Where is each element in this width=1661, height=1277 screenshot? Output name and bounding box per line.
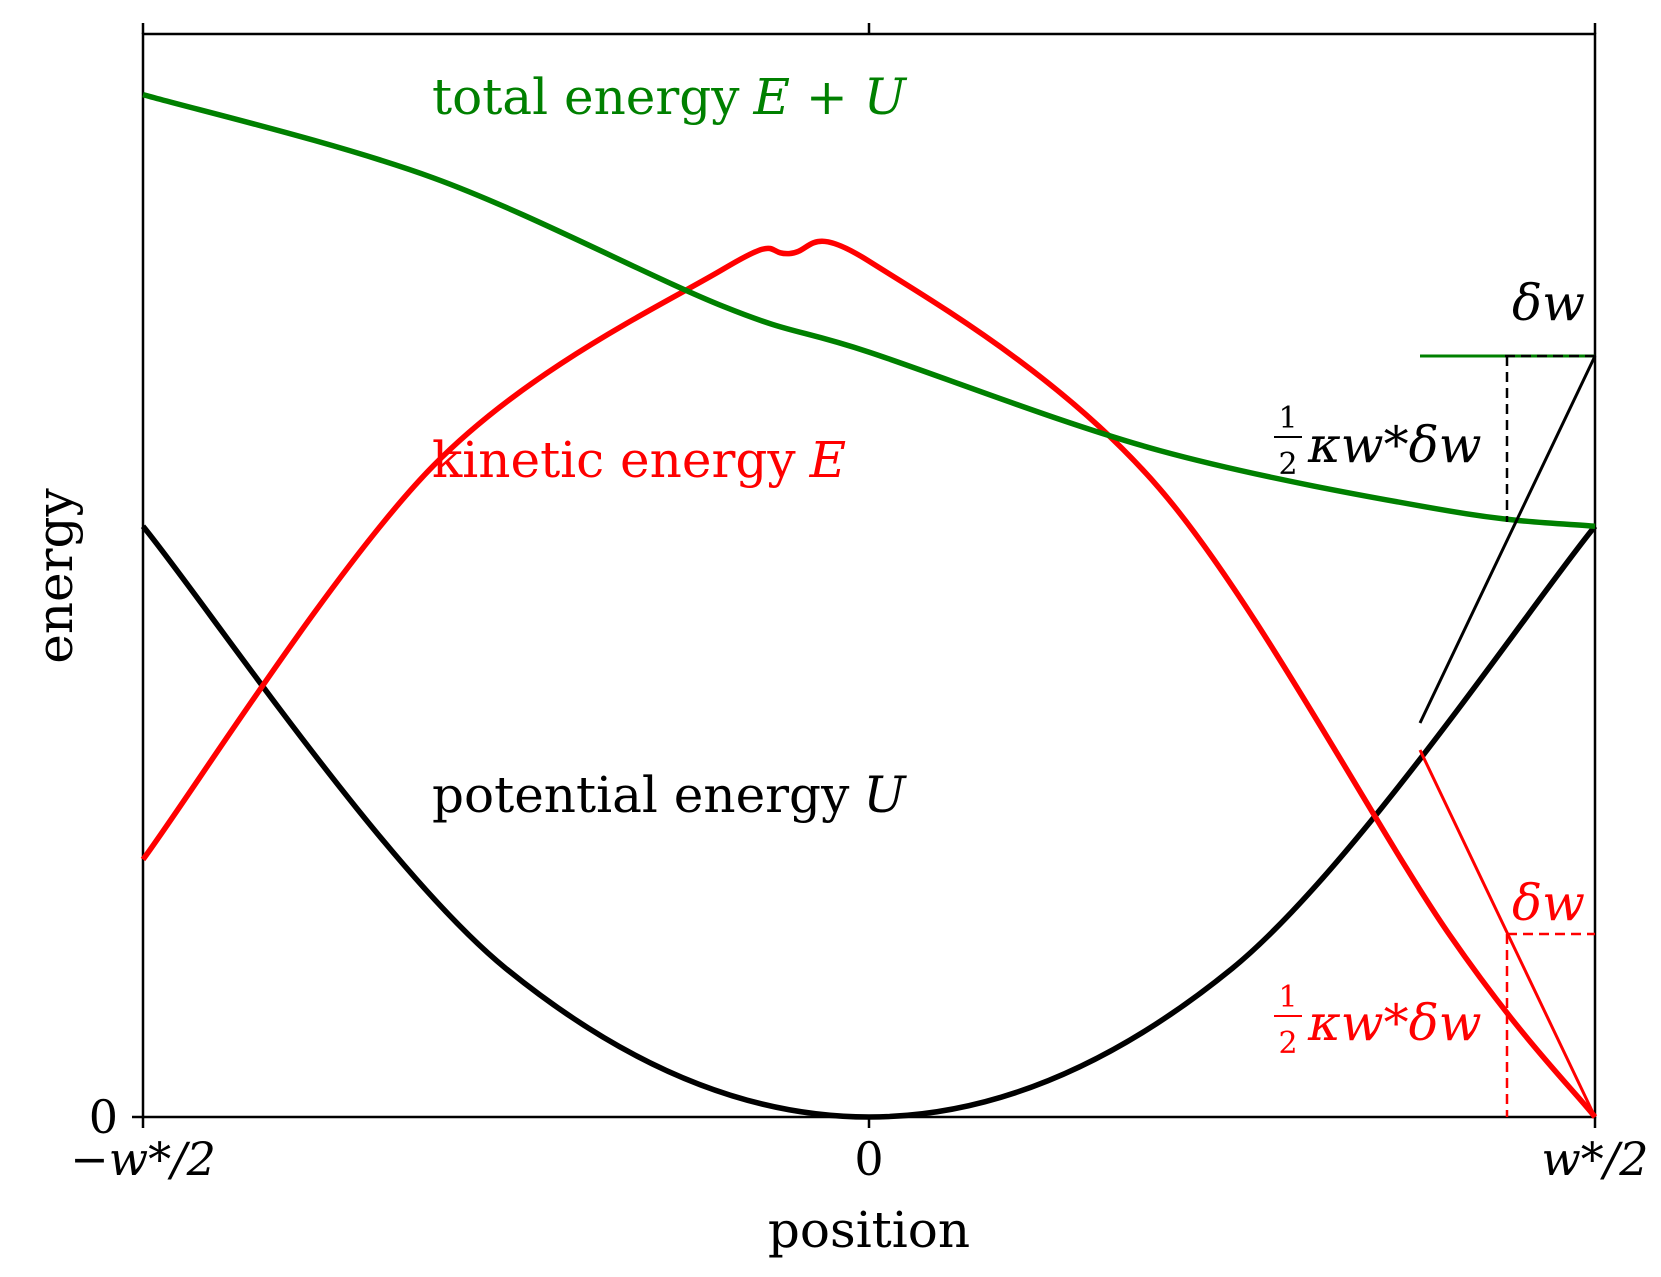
potential-tangent-line: [1418, 355, 1597, 724]
kinetic-energy-label: kinetic energy E: [432, 431, 846, 489]
x-axis-label: position: [768, 1201, 970, 1259]
half-kappa-annotation-total: 1 2 κw*δw: [1274, 401, 1482, 482]
svg-text:2: 2: [1278, 1026, 1297, 1061]
half-kappa-annotation-kinetic: 1 2 κw*δw: [1274, 980, 1482, 1061]
plot-frame: [141, 32, 1597, 1119]
tick-marks: [132, 23, 1597, 1128]
svg-text:1: 1: [1278, 980, 1297, 1015]
potential-energy-label: potential energy U: [432, 766, 907, 824]
y-axis-label: energy: [26, 487, 84, 663]
delta-w-label-kinetic: δw: [1512, 874, 1585, 932]
total-energy-curve: [142, 91, 1596, 530]
delta-w-label-total: δw: [1512, 274, 1585, 332]
svg-text:κw*δw: κw*δw: [1307, 994, 1482, 1052]
y-tick-zero: 0: [89, 1090, 118, 1144]
kinetic-energy-curve: [140, 238, 1598, 1119]
svg-text:2: 2: [1278, 447, 1297, 482]
x-tick-center: 0: [854, 1132, 883, 1186]
potential-energy-curve: [140, 524, 1598, 1120]
x-tick-left: −w*/2: [70, 1132, 216, 1186]
svg-text:1: 1: [1278, 401, 1297, 436]
total-energy-label: total energy E + U: [432, 68, 908, 126]
x-tick-right: w*/2: [1541, 1132, 1648, 1186]
svg-text:κw*δw: κw*δw: [1307, 416, 1482, 474]
